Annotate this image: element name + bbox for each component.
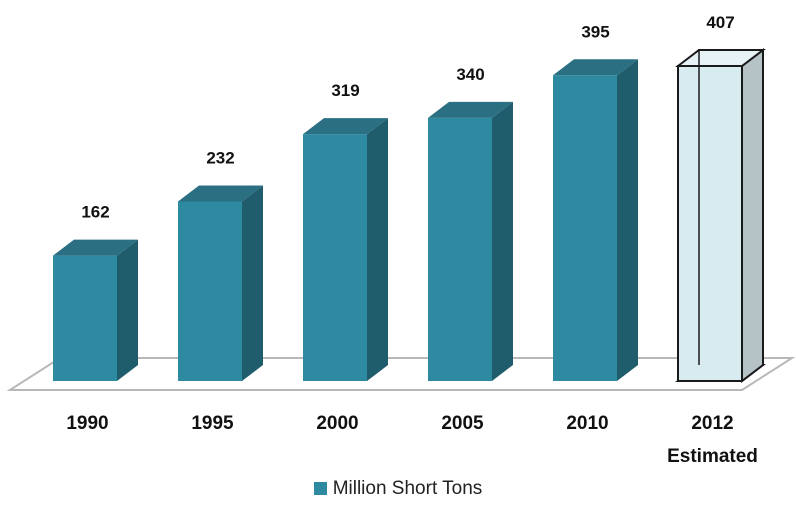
value-label-2000: 319 <box>331 81 359 100</box>
category-label-1990: 1990 <box>66 413 108 434</box>
category-label-2005: 2005 <box>441 413 484 434</box>
category-label-2010: 2010 <box>566 413 608 434</box>
value-label-1990: 162 <box>81 203 109 222</box>
bar-top-face <box>53 239 138 256</box>
bar-2012 <box>675 47 766 384</box>
bar-side-face <box>242 185 263 381</box>
bar-front-face <box>428 117 492 381</box>
bar-front-face <box>178 201 242 381</box>
category-label-1995: 1995 <box>191 413 234 434</box>
value-label-2005: 340 <box>456 65 484 84</box>
value-label-2012: 407 <box>706 13 734 32</box>
category-label-2012: 2012 <box>691 413 733 434</box>
bar-side-face <box>367 118 388 382</box>
category-label-2000: 2000 <box>316 413 358 434</box>
bar-front-face <box>53 255 117 381</box>
legend: Million Short Tons <box>0 478 796 500</box>
bar-front-face <box>553 75 617 381</box>
bar-front-face <box>677 65 743 382</box>
value-labels-group: 162 232 319 340 395 407 <box>81 13 734 222</box>
value-label-1995: 232 <box>206 148 234 167</box>
bar-top-face <box>303 118 388 135</box>
bar-top-face <box>428 101 513 118</box>
bar-top-face <box>553 59 638 76</box>
bar-2010 <box>553 59 638 381</box>
category-sublabel-2012: Estimated <box>667 446 758 467</box>
bar-side-face <box>617 59 638 381</box>
bar-2000 <box>303 118 388 382</box>
bar-1995 <box>178 185 263 381</box>
bar-front-face <box>303 134 367 381</box>
bar-2005 <box>428 101 513 381</box>
bar-side-face <box>741 47 764 384</box>
bar-1990 <box>53 239 138 381</box>
category-labels-group: 1990 1995 2000 2005 2010 2012 Estimated <box>66 413 758 467</box>
legend-swatch <box>313 482 327 495</box>
bar-top-face <box>178 185 263 202</box>
value-label-2010: 395 <box>581 22 609 41</box>
bar-side-face <box>117 239 138 381</box>
bars-group <box>53 47 766 384</box>
legend-label: Million Short Tons <box>332 478 483 499</box>
bar-side-face <box>492 101 513 381</box>
